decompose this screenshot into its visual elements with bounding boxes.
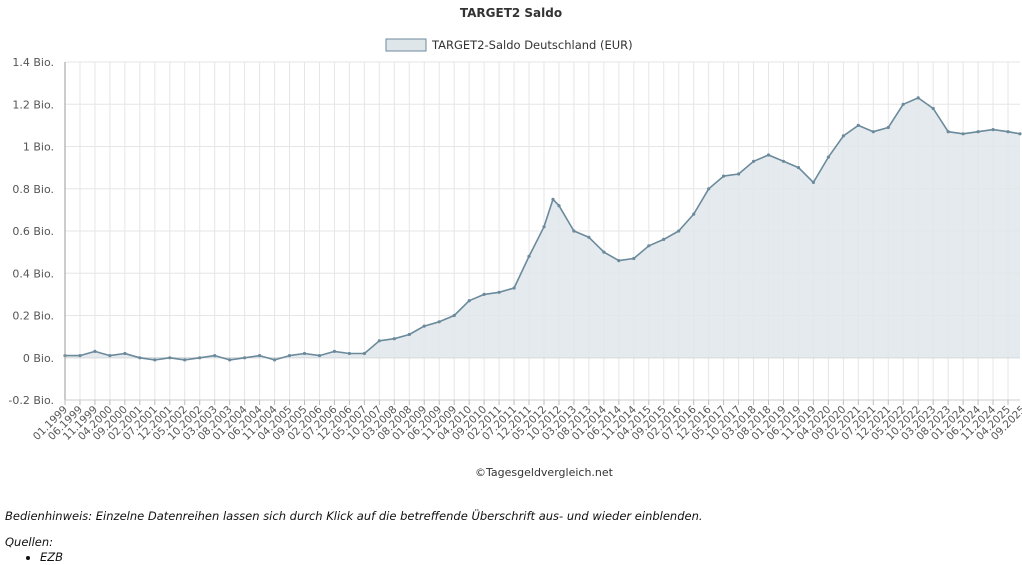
- data-point[interactable]: [377, 339, 381, 343]
- data-point[interactable]: [811, 180, 816, 184]
- data-point[interactable]: [497, 290, 501, 294]
- data-point[interactable]: [467, 299, 471, 303]
- chart-title: TARGET2 Saldo: [460, 6, 562, 20]
- data-point[interactable]: [362, 351, 366, 356]
- chart-credit[interactable]: ©Tagesgeldvergleich.net: [475, 466, 614, 479]
- legend-swatch[interactable]: [385, 38, 427, 52]
- data-point[interactable]: [781, 159, 786, 163]
- data-point[interactable]: [946, 130, 950, 134]
- y-tick-label: 0.4 Bio.: [12, 267, 54, 280]
- data-point[interactable]: [258, 354, 262, 358]
- data-point[interactable]: [677, 229, 681, 233]
- data-point[interactable]: [287, 354, 292, 358]
- sources-list: EZB: [22, 550, 63, 564]
- data-point[interactable]: [123, 351, 127, 356]
- data-point[interactable]: [1018, 132, 1022, 136]
- data-point[interactable]: [692, 212, 696, 216]
- data-point[interactable]: [572, 229, 576, 233]
- series-line[interactable]: [65, 97, 1021, 361]
- series-area-fill: [65, 97, 1020, 360]
- data-point[interactable]: [542, 225, 546, 229]
- data-point[interactable]: [482, 292, 486, 296]
- data-point[interactable]: [886, 125, 890, 130]
- y-tick-label: 0.2 Bio.: [12, 310, 54, 323]
- data-point[interactable]: [302, 351, 307, 356]
- data-point[interactable]: [707, 187, 711, 191]
- data-point[interactable]: [168, 356, 172, 360]
- data-point[interactable]: [213, 354, 217, 358]
- data-point[interactable]: [587, 235, 591, 239]
- data-point[interactable]: [931, 106, 935, 111]
- data-point[interactable]: [407, 332, 411, 337]
- data-point[interactable]: [273, 358, 277, 362]
- data-point[interactable]: [422, 324, 426, 328]
- y-tick-label: 1 Bio.: [23, 141, 54, 154]
- x-axis: 01.199906.199911.199904.200009.200002.20…: [31, 399, 1022, 443]
- y-tick-label: 0.8 Bio.: [12, 183, 54, 196]
- data-point[interactable]: [452, 313, 456, 318]
- data-point[interactable]: [841, 134, 846, 138]
- data-point[interactable]: [991, 128, 995, 132]
- data-point[interactable]: [961, 132, 965, 136]
- data-point[interactable]: [871, 130, 875, 134]
- data-point[interactable]: [916, 96, 920, 100]
- data-point[interactable]: [183, 358, 187, 362]
- data-point[interactable]: [392, 337, 396, 341]
- data-point[interactable]: [332, 349, 336, 353]
- data-point[interactable]: [437, 320, 441, 324]
- legend-item[interactable]: TARGET2-Saldo Deutschland (EUR): [385, 38, 633, 52]
- data-point[interactable]: [647, 244, 651, 248]
- series-area: [65, 97, 1021, 361]
- data-point[interactable]: [722, 174, 726, 178]
- sources-title: Quellen:: [5, 535, 54, 549]
- data-point[interactable]: [93, 349, 97, 353]
- y-axis: -0.2 Bio. 0 Bio. 0.2 Bio. 0.4 Bio. 0.6 Bio. 0…: [8, 56, 66, 407]
- y-tick-label: 1.4 Bio.: [12, 56, 54, 69]
- data-point[interactable]: [512, 286, 516, 290]
- data-point[interactable]: [317, 354, 322, 358]
- data-point[interactable]: [551, 197, 555, 201]
- y-tick-label: 0 Bio.: [23, 352, 54, 365]
- y-tick-label: -0.2 Bio.: [8, 394, 54, 407]
- source-item: EZB: [40, 550, 63, 564]
- data-point[interactable]: [826, 155, 831, 159]
- y-tick-label: 1.2 Bio.: [12, 98, 54, 111]
- legend-label[interactable]: TARGET2-Saldo Deutschland (EUR): [431, 38, 633, 52]
- data-point[interactable]: [228, 358, 232, 362]
- data-point[interactable]: [602, 250, 606, 254]
- target2-chart: TARGET2 Saldo TARGET2-Saldo Deutschland …: [8, 6, 1022, 479]
- data-point[interactable]: [662, 237, 666, 241]
- data-point[interactable]: [1006, 130, 1010, 134]
- data-point[interactable]: [752, 159, 756, 163]
- data-point[interactable]: [976, 130, 980, 134]
- data-point[interactable]: [108, 354, 112, 358]
- y-tick-label: 0.6 Bio.: [12, 225, 54, 238]
- data-point[interactable]: [856, 123, 860, 127]
- data-point[interactable]: [138, 356, 142, 360]
- data-point[interactable]: [737, 172, 741, 176]
- data-point[interactable]: [198, 356, 202, 360]
- data-points: [63, 96, 1022, 362]
- data-point[interactable]: [347, 351, 351, 356]
- data-point[interactable]: [796, 166, 801, 170]
- data-point[interactable]: [243, 356, 247, 360]
- data-point[interactable]: [527, 254, 531, 258]
- data-point[interactable]: [766, 153, 771, 157]
- data-point[interactable]: [557, 204, 561, 208]
- data-point[interactable]: [617, 259, 621, 263]
- data-point[interactable]: [632, 256, 636, 261]
- data-point[interactable]: [153, 358, 157, 362]
- usage-hint: Bedienhinweis: Einzelne Datenreihen lass…: [5, 509, 703, 523]
- data-point[interactable]: [901, 102, 905, 106]
- data-point[interactable]: [78, 354, 82, 358]
